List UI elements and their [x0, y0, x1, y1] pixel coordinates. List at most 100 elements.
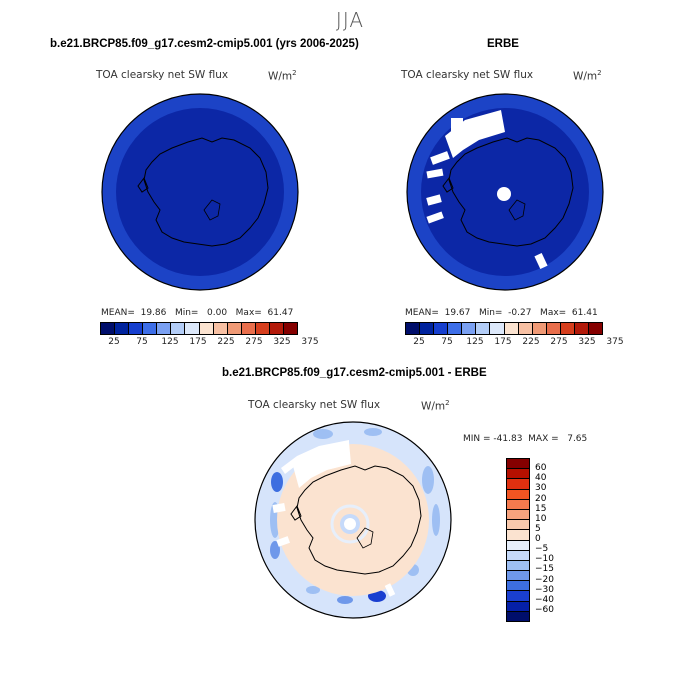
panel3-variable: TOA clearsky net SW flux: [248, 399, 381, 411]
panel3-title: b.e21.BRCP85.f09_g17.cesm2-cmip5.001 - E…: [222, 367, 487, 379]
colorbar-swatch: [101, 323, 116, 334]
colorbar-swatch: [406, 323, 421, 334]
panel2-colorbar-labels: 25 75 125 175 225 275 325 375: [405, 337, 623, 349]
colorbar-tick-label: −60: [535, 604, 554, 615]
colorbar-swatch: [255, 323, 270, 334]
colorbar-swatch: [546, 323, 561, 334]
colorbar-swatch: [185, 323, 200, 334]
colorbar-tick-label: 325: [273, 337, 291, 347]
colorbar-swatch: [504, 323, 519, 334]
colorbar-tick-label: 375: [606, 337, 624, 347]
colorbar-tick-label: 10: [535, 513, 547, 524]
colorbar-tick-label: 25: [108, 337, 120, 347]
colorbar-swatch: [129, 323, 144, 334]
colorbar-swatch: [518, 323, 533, 334]
colorbar-tick-label: 75: [441, 337, 453, 347]
colorbar-tick-label: 40: [535, 473, 547, 484]
colorbar-swatch: [507, 509, 529, 521]
colorbar-tick-label: −5: [535, 544, 549, 555]
colorbar-swatch: [241, 323, 256, 334]
panel3-units: W/m2: [421, 399, 450, 413]
panel3-colorbar: [506, 458, 530, 622]
panel2-polar-map: [406, 93, 604, 291]
colorbar-swatch: [490, 323, 505, 334]
colorbar-swatch: [227, 323, 242, 334]
season-title: JJA: [335, 8, 365, 32]
colorbar-swatch: [448, 323, 463, 334]
colorbar-tick-label: 175: [189, 337, 207, 347]
colorbar-swatch: [462, 323, 477, 334]
colorbar-tick-label: 125: [161, 337, 179, 347]
colorbar-tick-label: 275: [245, 337, 263, 347]
panel3-missing-data: [293, 442, 351, 488]
colorbar-swatch: [157, 323, 172, 334]
colorbar-tick-label: 0: [535, 534, 541, 544]
colorbar-tick-label: 125: [466, 337, 484, 347]
colorbar-swatch: [420, 323, 435, 334]
colorbar-swatch: [507, 611, 529, 621]
panel2-stats: MEAN= 19.67 Min= -0.27 Max= 61.41: [405, 308, 598, 318]
colorbar-swatch: [507, 520, 529, 531]
panel3-colorbar-labels: 60 40 30 20 15 10 5 0 −5 −10 −15 −20 −30 −40 −60: [535, 458, 575, 620]
panel2-colorbar: [405, 322, 603, 335]
panel2-variable: TOA clearsky net SW flux: [401, 69, 534, 81]
colorbar-tick-label: 225: [217, 337, 235, 347]
panel1-polar-map: [101, 93, 299, 291]
colorbar-swatch: [507, 530, 529, 541]
colorbar-tick-label: 175: [494, 337, 512, 347]
colorbar-swatch: [532, 323, 547, 334]
panel2-title: ERBE: [487, 38, 519, 50]
colorbar-swatch: [507, 469, 529, 480]
panel1-antarctica-outline: [137, 137, 269, 247]
colorbar-tick-label: 375: [301, 337, 319, 347]
panel1-title: b.e21.BRCP85.f09_g17.cesm2-cmip5.001 (yr…: [50, 38, 359, 50]
panel2-missing-data: [445, 110, 505, 158]
colorbar-swatch: [507, 499, 529, 510]
colorbar-tick-label: −20: [535, 574, 554, 585]
colorbar-swatch: [115, 323, 130, 334]
colorbar-swatch: [507, 591, 529, 602]
colorbar-tick-label: 20: [535, 493, 547, 504]
colorbar-swatch: [560, 323, 575, 334]
colorbar-tick-label: 325: [578, 337, 596, 347]
colorbar-tick-label: 75: [136, 337, 148, 347]
colorbar-swatch: [507, 489, 529, 500]
panel1-stats: MEAN= 19.86 Min= 0.00 Max= 61.47: [101, 308, 294, 318]
colorbar-tick-label: 15: [535, 503, 547, 514]
colorbar-swatch: [507, 560, 529, 572]
colorbar-tick-label: −15: [535, 564, 554, 575]
colorbar-swatch: [476, 323, 491, 334]
colorbar-swatch: [171, 323, 186, 334]
colorbar-swatch: [143, 323, 158, 334]
colorbar-swatch: [213, 323, 228, 334]
panel1-colorbar-labels: 25 75 125 175 225 275 325 375: [100, 337, 318, 349]
panel3-polar-map: [254, 421, 452, 619]
colorbar-tick-label: 60: [535, 463, 547, 474]
colorbar-tick-label: −10: [535, 554, 554, 565]
colorbar-tick-label: 25: [413, 337, 425, 347]
colorbar-swatch: [434, 323, 449, 334]
colorbar-tick-label: 30: [535, 483, 547, 494]
colorbar-swatch: [507, 550, 529, 561]
colorbar-swatch: [507, 581, 529, 592]
colorbar-swatch: [589, 323, 603, 334]
colorbar-swatch: [574, 323, 590, 334]
colorbar-tick-label: 5: [535, 523, 541, 534]
panel3-stats: MIN = -41.83 MAX = 7.65: [463, 434, 588, 444]
panel1-units: W/m2: [268, 69, 297, 83]
colorbar-swatch: [507, 479, 529, 490]
colorbar-tick-label: −30: [535, 584, 554, 595]
colorbar-swatch: [507, 459, 529, 470]
panel2-units: W/m2: [573, 69, 602, 83]
colorbar-swatch: [284, 323, 298, 334]
colorbar-swatch: [507, 601, 529, 612]
colorbar-tick-label: −40: [535, 594, 554, 605]
colorbar-swatch: [507, 571, 529, 582]
panel1-colorbar: [100, 322, 298, 335]
panel1-variable: TOA clearsky net SW flux: [96, 69, 229, 81]
colorbar-tick-label: 225: [522, 337, 540, 347]
colorbar-swatch: [199, 323, 214, 334]
colorbar-swatch: [269, 323, 285, 334]
colorbar-tick-label: 275: [550, 337, 568, 347]
colorbar-swatch: [507, 540, 529, 551]
